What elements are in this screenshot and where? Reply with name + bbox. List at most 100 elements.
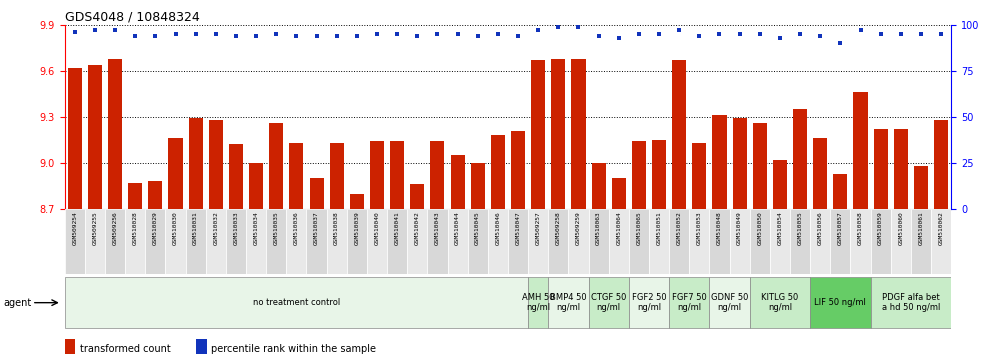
Text: KITLG 50
ng/ml: KITLG 50 ng/ml [761,293,799,312]
Bar [871,277,951,328]
Text: percentile rank within the sample: percentile rank within the sample [211,344,376,354]
Bar [471,163,485,209]
Bar [165,209,185,274]
Bar [628,277,669,328]
Point [752,31,768,37]
Point [772,35,788,40]
Point [309,33,325,39]
Bar [548,209,569,274]
Text: GSM510042: GSM510042 [414,211,419,245]
Point [732,31,748,37]
Text: GSM510057: GSM510057 [838,211,843,245]
Bar [188,118,203,209]
Point [551,24,567,29]
Point [792,31,808,37]
Text: GSM510053: GSM510053 [697,211,702,245]
Bar [88,65,102,209]
Point [591,33,607,39]
Bar [689,209,709,274]
Point [370,31,385,37]
Text: GSM510061: GSM510061 [918,211,923,245]
Text: GSM510032: GSM510032 [213,211,218,245]
Point [208,31,224,37]
Bar [367,209,387,274]
Text: GSM510038: GSM510038 [335,211,340,245]
Bar [631,141,646,209]
Bar [427,209,447,274]
Point [349,33,365,39]
Bar [266,209,286,274]
Bar [468,209,488,274]
Point [630,31,646,37]
Point [429,31,445,37]
Text: no treatment control: no treatment control [253,298,340,307]
Point [510,33,526,39]
Text: GSM510039: GSM510039 [355,211,360,245]
Point [671,28,687,33]
Point [248,33,264,39]
Point [127,33,143,39]
Bar [729,209,750,274]
Bar [810,277,871,328]
Bar [148,181,162,209]
Text: GSM510060: GSM510060 [898,211,903,245]
Text: GSM510065: GSM510065 [636,211,641,245]
Point [329,33,345,39]
Bar [834,173,848,209]
Bar [793,109,807,209]
Bar [873,129,887,209]
Text: GSM510037: GSM510037 [314,211,319,245]
Bar [226,209,246,274]
Bar [851,209,871,274]
Bar [447,209,468,274]
Bar [307,209,327,274]
Bar [669,209,689,274]
Bar [491,135,505,209]
Bar [589,209,609,274]
Point [571,24,587,29]
Point [490,31,506,37]
Bar [105,209,125,274]
Point [449,31,465,37]
Text: GSM510041: GSM510041 [394,211,399,245]
Bar [196,339,207,354]
Bar [65,339,76,354]
Text: GSM510054: GSM510054 [778,211,783,245]
Point [409,33,425,39]
Point [67,29,83,35]
Bar [572,58,586,209]
Text: GSM510028: GSM510028 [132,211,137,245]
Text: GSM510064: GSM510064 [617,211,622,245]
Text: GSM509259: GSM509259 [576,211,581,245]
Text: GSM510049: GSM510049 [737,211,742,245]
Bar [548,277,589,328]
Text: agent: agent [3,298,31,308]
Bar [528,209,548,274]
Bar [128,183,142,209]
Bar [753,123,767,209]
Text: GSM510046: GSM510046 [495,211,500,245]
Bar [347,209,367,274]
Text: GSM510051: GSM510051 [656,211,661,245]
Text: GSM510055: GSM510055 [798,211,803,245]
Bar [914,166,928,209]
Bar [810,209,831,274]
Text: GSM509255: GSM509255 [93,211,98,245]
Bar [609,209,628,274]
Bar [145,209,165,274]
Bar [488,209,508,274]
Bar [410,184,424,209]
Bar [733,118,747,209]
Bar [649,209,669,274]
Text: GSM510058: GSM510058 [858,211,863,245]
Point [651,31,667,37]
Point [833,40,849,46]
Bar [287,209,307,274]
Bar [407,209,427,274]
Point [470,33,486,39]
Bar [672,60,686,209]
Text: GSM510029: GSM510029 [153,211,158,245]
Text: GSM510045: GSM510045 [475,211,480,245]
Bar [692,143,706,209]
Text: GSM509257: GSM509257 [536,211,541,245]
